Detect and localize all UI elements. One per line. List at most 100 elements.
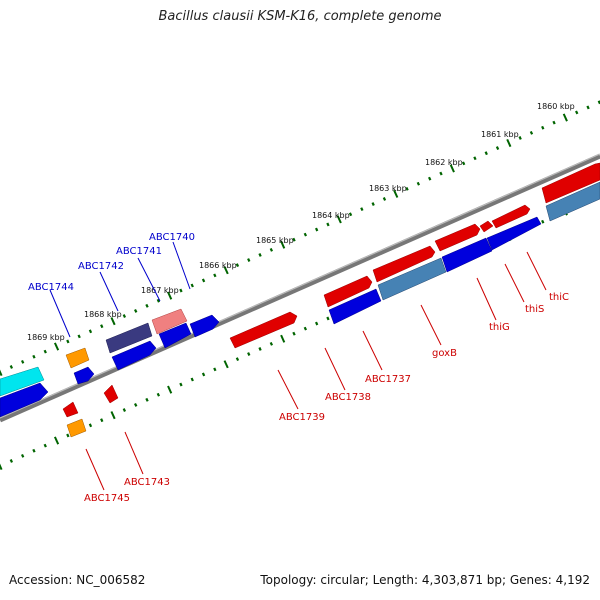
minor-tick [9, 459, 14, 463]
leader-ABC1745 [85, 448, 105, 491]
kbp-label: 1869 kbp [27, 333, 65, 342]
major-tick [167, 385, 173, 394]
leader-ABC1743 [124, 431, 144, 475]
gene-red-2[interactable] [479, 220, 494, 233]
accession-text: Accession: NC_006582 [9, 573, 146, 587]
gene-goxB[interactable] [377, 257, 447, 301]
map-title: Bacillus clausii KSM-K16, complete genom… [158, 9, 442, 24]
gene-red-3[interactable] [434, 223, 481, 252]
major-tick [280, 240, 286, 249]
minor-tick [190, 377, 194, 382]
leader-ABC1741 [137, 257, 161, 302]
minor-tick [292, 331, 296, 336]
minor-tick [473, 156, 477, 161]
reverse-strand-genes [0, 181, 600, 418]
gene-red-5[interactable] [323, 275, 373, 308]
major-tick [53, 342, 60, 351]
gene-ABC1740[interactable] [151, 308, 188, 335]
gene-thiC-steel[interactable] [545, 181, 600, 222]
gene-label: goxB [432, 348, 457, 359]
minor-tick [235, 357, 240, 362]
major-tick [0, 463, 3, 471]
minor-tick [314, 321, 319, 326]
gene-blue-lower-1[interactable] [111, 340, 157, 371]
minor-tick [43, 349, 47, 354]
minor-tick [360, 207, 364, 212]
minor-tick [269, 247, 274, 252]
minor-tick [179, 288, 183, 293]
minor-tick [100, 324, 104, 329]
gene-ABC1737[interactable] [328, 288, 382, 325]
gene-blue-small[interactable] [73, 366, 95, 385]
leader-ABC1742 [99, 271, 119, 312]
gene-red-4[interactable] [372, 245, 436, 283]
major-tick [53, 436, 60, 445]
minor-tick [258, 347, 262, 351]
gene-red-small-1[interactable] [103, 384, 119, 404]
upper-tick-ring [0, 100, 600, 377]
major-tick [167, 291, 173, 300]
minor-tick [134, 309, 138, 313]
minor-tick [66, 339, 70, 344]
kbp-label: 1866 kbp [199, 261, 237, 270]
gene-red-small-2[interactable] [62, 401, 79, 418]
leader-ABC1739 [277, 369, 299, 410]
minor-tick [314, 227, 319, 232]
major-tick [0, 369, 3, 377]
minor-tick [348, 212, 353, 217]
gene-label: ABC1737 [365, 374, 411, 385]
minor-tick [32, 354, 36, 359]
gene-blue-left[interactable] [0, 382, 49, 418]
gene-label: ABC1743 [124, 477, 170, 488]
minor-tick [303, 232, 308, 237]
leader-thiG [476, 277, 497, 321]
kbp-label: 1860 kbp [537, 102, 575, 111]
minor-tick [20, 453, 25, 458]
gene-blue-upper-1[interactable] [189, 314, 220, 338]
gene-red-1[interactable] [491, 204, 531, 229]
leader-thiS [504, 263, 525, 303]
genome-summary-text: Topology: circular; Length: 4,303,871 bp… [260, 573, 590, 587]
kbp-label: 1867 kbp [141, 286, 179, 295]
other-genes [0, 308, 188, 438]
gene-label: ABC1739 [279, 412, 325, 423]
minor-tick [575, 110, 579, 115]
gene-thiS[interactable] [486, 216, 542, 251]
minor-tick [20, 359, 25, 364]
minor-tick [292, 237, 296, 242]
major-tick [223, 266, 229, 275]
gene-label: ABC1738 [325, 392, 371, 403]
minor-tick [66, 433, 70, 438]
kbp-label: 1863 kbp [369, 184, 407, 193]
major-tick [449, 164, 455, 173]
minor-tick [179, 382, 183, 387]
minor-tick [190, 283, 194, 288]
leader-goxB [420, 304, 442, 346]
gene-ABC1739[interactable] [229, 311, 298, 349]
minor-tick [9, 365, 14, 369]
gene-labels: ABC1740 ABC1741 ABC1742 ABC1744 thiC thi… [28, 232, 569, 504]
gene-thiG[interactable] [441, 237, 493, 273]
minor-tick [416, 181, 421, 186]
kbp-label: 1861 kbp [481, 130, 519, 139]
gene-orange-lower[interactable] [66, 418, 87, 438]
genome-backbone-highlight [0, 153, 600, 419]
minor-tick [134, 403, 138, 407]
minor-tick [529, 130, 534, 135]
minor-tick [484, 151, 488, 156]
minor-tick [326, 316, 330, 321]
gene-label: thiS [525, 304, 544, 315]
gene-blue-upper-2[interactable] [158, 322, 192, 349]
minor-tick [269, 341, 274, 346]
major-tick [280, 334, 286, 343]
kbp-label: 1865 kbp [256, 236, 294, 245]
minor-tick [552, 120, 556, 125]
gene-cyan[interactable] [0, 366, 45, 397]
minor-tick [213, 367, 217, 372]
minor-tick [461, 161, 466, 166]
kbp-labels: 1860 kbp 1861 kbp 1862 kbp 1863 kbp 1864… [27, 102, 575, 342]
gene-thiC[interactable] [541, 162, 600, 204]
minor-tick [428, 176, 432, 181]
gene-ABC1741[interactable] [105, 322, 153, 354]
gene-orange-upper[interactable] [65, 347, 90, 369]
